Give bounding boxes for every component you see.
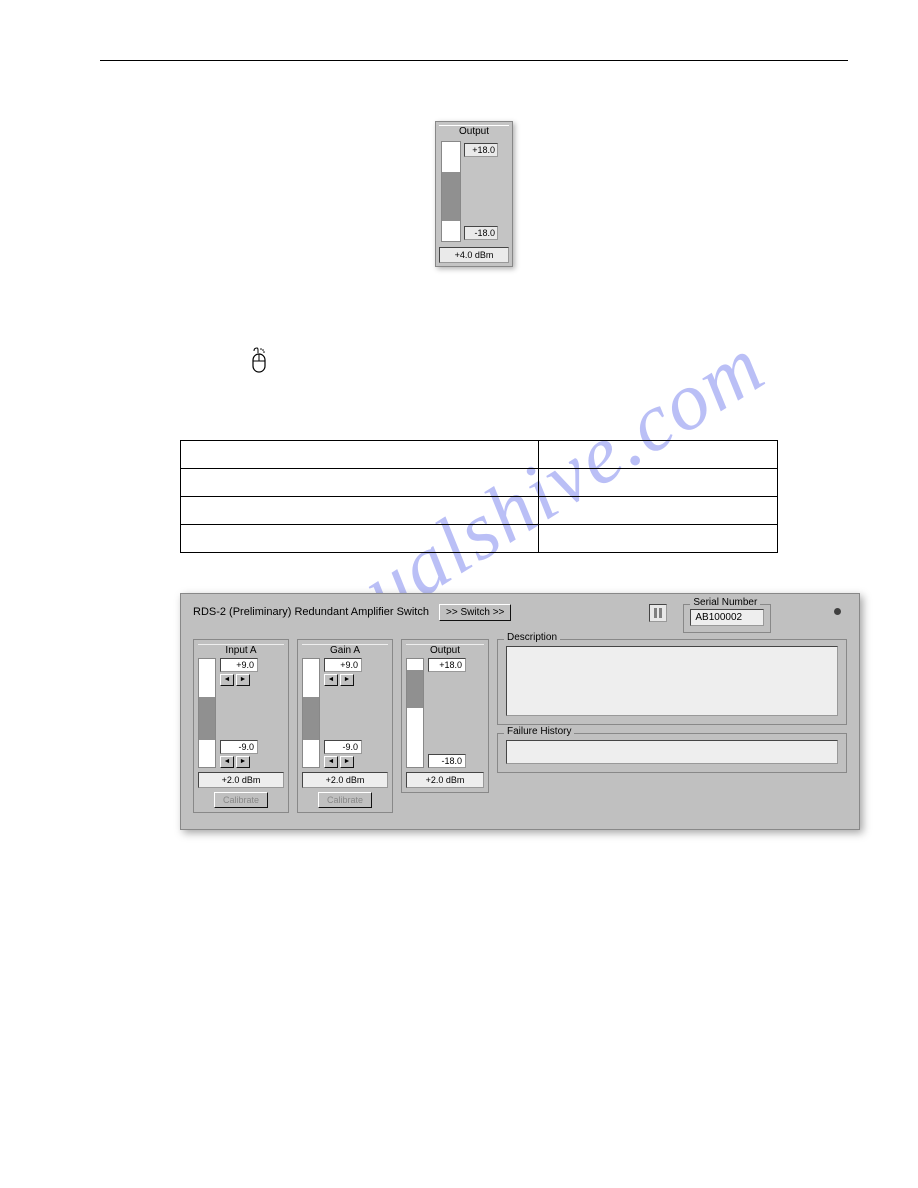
output-bar (406, 658, 424, 768)
mini-output-value: +4.0 dBm (439, 247, 509, 263)
page-container: Output +18.0 -18.0 +4.0 dBm (0, 0, 918, 830)
spin-left-icon[interactable]: ◄ (220, 756, 234, 768)
gain-a-group: Gain A +9.0 ◄ ► (297, 639, 393, 813)
mouse-icon-row (250, 347, 848, 380)
input-a-lo-wrap: -9.0 ◄ ► (220, 740, 284, 768)
mini-output-panel: Output +18.0 -18.0 +4.0 dBm (435, 121, 513, 267)
table-cell (181, 441, 539, 469)
input-a-label: Input A (198, 644, 284, 656)
input-a-bar-fill (199, 697, 215, 740)
mini-output-bar (441, 141, 461, 242)
panel-title: RDS-2 (Preliminary) Redundant Amplifier … (193, 604, 431, 618)
gain-a-calibrate-button[interactable]: Calibrate (318, 792, 372, 808)
serial-number-legend: Serial Number (690, 597, 760, 608)
failure-history-group: Failure History (497, 733, 847, 773)
input-a-group: Input A +9.0 ◄ ► (193, 639, 289, 813)
rds-main-panel: RDS-2 (Preliminary) Redundant Amplifier … (180, 593, 860, 830)
status-dot (834, 608, 841, 615)
table-cell (539, 441, 778, 469)
switch-button[interactable]: >> Switch >> (439, 604, 511, 621)
gain-a-lo-spin: ◄ ► (324, 756, 388, 768)
header-rule (100, 60, 848, 61)
gain-a-lo: -9.0 (324, 740, 362, 754)
spin-right-icon[interactable]: ► (236, 756, 250, 768)
mouse-icon (250, 347, 268, 375)
table-row (181, 441, 778, 469)
output-body: +18.0 -18.0 (406, 658, 484, 768)
spin-right-icon[interactable]: ► (236, 674, 250, 686)
gain-a-bar-fill (303, 697, 319, 740)
output-right: +18.0 -18.0 (428, 658, 484, 768)
gain-a-bar (302, 658, 320, 768)
table-cell (539, 525, 778, 553)
mini-output-bar-fill (442, 172, 460, 222)
table-row (181, 525, 778, 553)
output-bar-fill (407, 670, 423, 708)
gain-a-label: Gain A (302, 644, 388, 656)
description-legend: Description (504, 632, 560, 643)
output-label: Output (406, 644, 484, 656)
gain-a-hi-spin: ◄ ► (324, 674, 388, 686)
table-cell (539, 469, 778, 497)
gain-a-hi: +9.0 (324, 658, 362, 672)
input-a-right: +9.0 ◄ ► -9.0 ◄ ► (220, 658, 284, 768)
gain-a-hi-wrap: +9.0 ◄ ► (324, 658, 388, 686)
table-cell (539, 497, 778, 525)
title-row: RDS-2 (Preliminary) Redundant Amplifier … (193, 604, 847, 633)
description-box[interactable] (506, 646, 838, 716)
table-row (181, 469, 778, 497)
gain-a-value: +2.0 dBm (302, 772, 388, 788)
serial-number-group: Serial Number AB100002 (683, 604, 771, 633)
right-stack: Description Failure History (497, 639, 847, 773)
input-a-lo: -9.0 (220, 740, 258, 754)
table-row (181, 497, 778, 525)
input-a-hi-spin: ◄ ► (220, 674, 284, 686)
properties-table (180, 440, 778, 553)
spin-left-icon[interactable]: ◄ (220, 674, 234, 686)
serial-number-value: AB100002 (690, 609, 764, 626)
spin-right-icon[interactable]: ► (340, 674, 354, 686)
columns: Input A +9.0 ◄ ► (193, 639, 847, 813)
spin-left-icon[interactable]: ◄ (324, 674, 338, 686)
spin-right-icon[interactable]: ► (340, 756, 354, 768)
output-hi: +18.0 (428, 658, 466, 672)
mini-output-body: +18.0 -18.0 (439, 139, 509, 244)
input-a-calibrate-button[interactable]: Calibrate (214, 792, 268, 808)
mini-output-hi: +18.0 (464, 143, 498, 157)
pause-indicator[interactable] (649, 604, 667, 622)
failure-history-box (506, 740, 838, 764)
gain-a-right: +9.0 ◄ ► -9.0 ◄ ► (324, 658, 388, 768)
table-cell (181, 469, 539, 497)
failure-history-legend: Failure History (504, 726, 574, 737)
input-a-bar (198, 658, 216, 768)
mini-output-values: +18.0 -18.0 (464, 141, 507, 242)
description-group: Description (497, 639, 847, 725)
output-group: Output +18.0 -18.0 +2.0 dBm (401, 639, 489, 793)
input-a-body: +9.0 ◄ ► -9.0 ◄ ► (198, 658, 284, 768)
spin-left-icon[interactable]: ◄ (324, 756, 338, 768)
gain-a-lo-wrap: -9.0 ◄ ► (324, 740, 388, 768)
output-lo: -18.0 (428, 754, 466, 768)
input-a-value: +2.0 dBm (198, 772, 284, 788)
input-a-hi-wrap: +9.0 ◄ ► (220, 658, 284, 686)
input-a-lo-spin: ◄ ► (220, 756, 284, 768)
mini-output-title: Output (439, 125, 509, 137)
gain-a-body: +9.0 ◄ ► -9.0 ◄ ► (302, 658, 388, 768)
mini-output-lo: -18.0 (464, 226, 498, 240)
table-cell (181, 497, 539, 525)
input-a-hi: +9.0 (220, 658, 258, 672)
table-cell (181, 525, 539, 553)
output-value: +2.0 dBm (406, 772, 484, 788)
